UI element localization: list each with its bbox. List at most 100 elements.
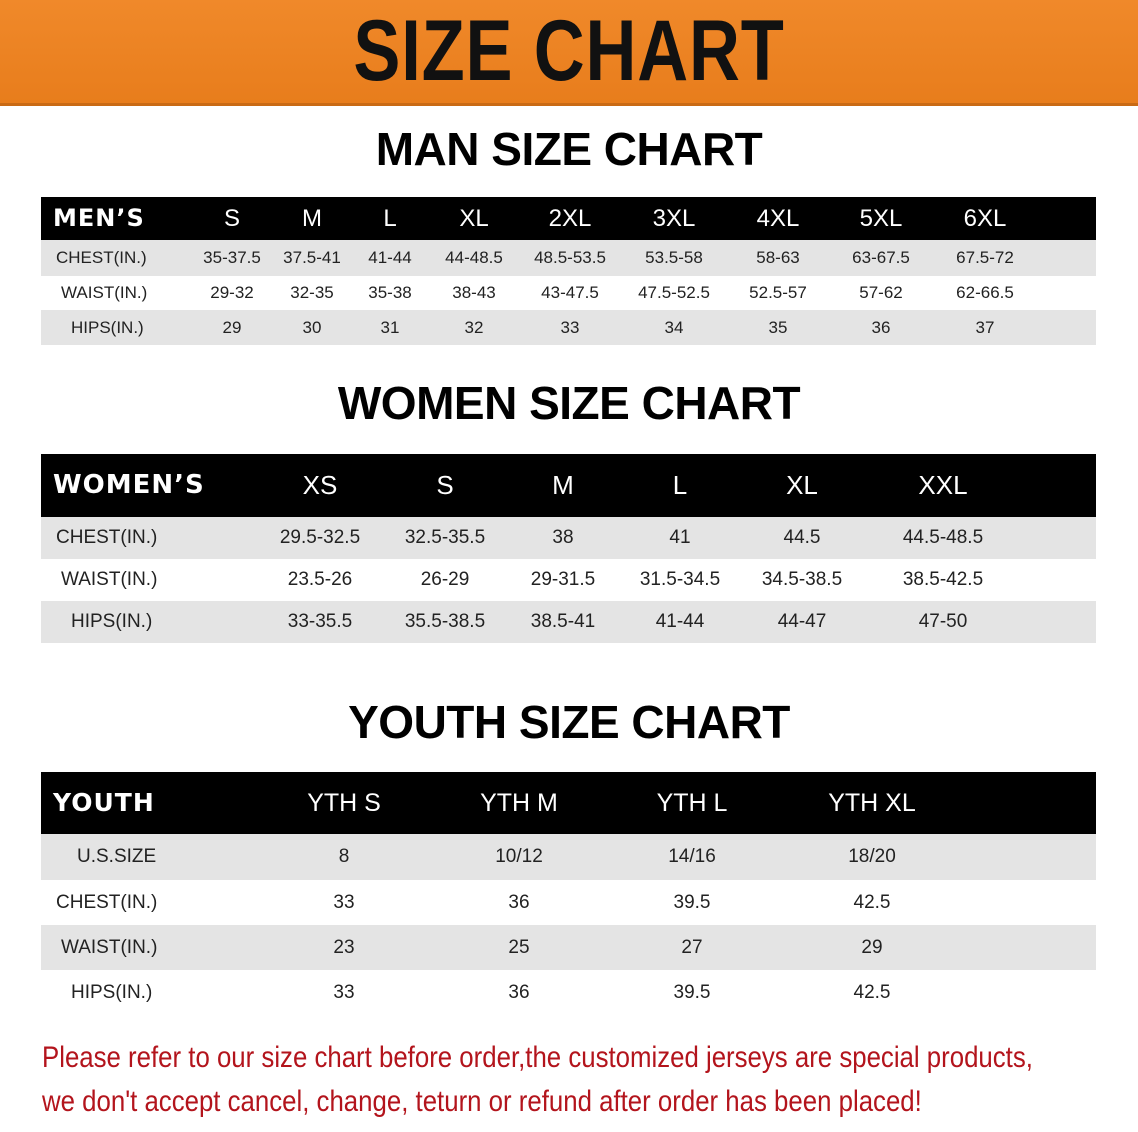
table-cell: 63-67.5 xyxy=(852,248,910,267)
size-header: S xyxy=(436,470,454,500)
size-header: 2XL xyxy=(548,205,592,232)
table-cell: 29.5-32.5 xyxy=(279,527,361,548)
table-cell: 33 xyxy=(333,892,355,913)
table-cell: 44.5-48.5 xyxy=(902,527,984,548)
size-header: 6XL xyxy=(963,205,1007,232)
youth-section-title: YOUTH SIZE CHART xyxy=(348,696,790,748)
table-cell: 41-44 xyxy=(368,248,412,267)
table-cell: 33 xyxy=(560,318,580,337)
table-cell: 67.5-72 xyxy=(956,248,1014,267)
size-header: YTH S xyxy=(307,789,381,817)
table-cell: 38-43 xyxy=(452,283,496,302)
table-row: WAIST(IN.) 29-32 32-35 35-38 38-43 43-47.5 47.… xyxy=(41,276,1096,310)
row-label: WAIST(IN.) xyxy=(61,569,158,590)
table-cell: 44-47 xyxy=(777,611,827,632)
table-cell: 33-35.5 xyxy=(287,611,353,632)
table-cell: 43-47.5 xyxy=(541,283,599,302)
size-header: L xyxy=(672,470,688,500)
row-label: U.S.SIZE xyxy=(77,846,157,867)
table-cell: 48.5-53.5 xyxy=(534,248,606,267)
table-cell: 32 xyxy=(464,318,484,337)
table-cell: 41 xyxy=(669,527,691,548)
table-cell: 37.5-41 xyxy=(283,248,341,267)
table-cell: 44.5 xyxy=(783,527,821,548)
size-header: XS xyxy=(302,470,338,500)
table-cell: 42.5 xyxy=(853,982,891,1003)
row-label: CHEST(IN.) xyxy=(56,527,158,548)
table-cell: 35 xyxy=(768,318,788,337)
size-header: S xyxy=(223,205,241,232)
table-cell: 53.5-58 xyxy=(645,248,703,267)
table-cell: 37 xyxy=(975,318,995,337)
banner-title: SIZE CHART xyxy=(353,3,785,99)
table-cell: 23 xyxy=(333,937,355,958)
table-cell: 36 xyxy=(871,318,891,337)
row-label: HIPS(IN.) xyxy=(71,982,153,1003)
row-label: CHEST(IN.) xyxy=(56,248,147,267)
table-cell: 47.5-52.5 xyxy=(638,283,710,302)
table-row: WAIST(IN.) 23 25 27 29 xyxy=(41,925,1096,970)
table-cell: 57-62 xyxy=(859,283,903,302)
row-label: WAIST(IN.) xyxy=(61,937,158,958)
table-row: CHEST(IN.) 29.5-32.5 32.5-35.5 38 41 44.5 44.5… xyxy=(41,517,1096,559)
table-cell: 30 xyxy=(302,318,322,337)
table-cell: 35-37.5 xyxy=(203,248,261,267)
table-cell: 33 xyxy=(333,982,355,1003)
table-cell: 27 xyxy=(681,937,703,958)
table-cell: 34 xyxy=(664,318,684,337)
men-section-title: MAN SIZE CHART xyxy=(375,123,763,175)
table-cell: 39.5 xyxy=(673,982,711,1003)
table-header: MEN’S S M L XL 2XL 3XL 4XL 5XL 6XL xyxy=(41,197,1096,240)
women-size-table: WOMEN’S XS S M L XL XXL CHEST(IN.) 29.5-32.5 32.5… xyxy=(41,454,1096,643)
size-header: YTH L xyxy=(656,789,728,817)
table-cell: 38.5-41 xyxy=(530,611,596,632)
size-header: XL xyxy=(786,470,818,500)
size-header: XL xyxy=(459,205,489,232)
table-cell: 29 xyxy=(222,318,242,337)
table-cell: 29-32 xyxy=(210,283,254,302)
table-row: HIPS(IN.) 33 36 39.5 42.5 xyxy=(41,970,1096,1015)
size-header: M xyxy=(302,205,322,232)
table-cell: 58-63 xyxy=(756,248,800,267)
size-header: M xyxy=(552,470,574,500)
table-cell: 32-35 xyxy=(290,283,334,302)
size-header: YTH M xyxy=(480,789,558,817)
table-cell: 62-66.5 xyxy=(956,283,1014,302)
table-cell: 31.5-34.5 xyxy=(639,569,721,590)
table-cell: 39.5 xyxy=(673,892,711,913)
header-label: YOUTH xyxy=(53,788,155,817)
notice-line: Please refer to our size chart before or… xyxy=(42,1041,1033,1074)
table-cell: 14/16 xyxy=(668,846,716,867)
row-label: HIPS(IN.) xyxy=(71,318,144,337)
table-cell: 31 xyxy=(380,318,400,337)
size-header: YTH XL xyxy=(828,789,916,817)
size-header: L xyxy=(383,205,397,232)
table-cell: 36 xyxy=(508,892,530,913)
table-cell: 47-50 xyxy=(918,611,968,632)
table-cell: 35-38 xyxy=(368,283,412,302)
table-cell: 29 xyxy=(861,937,883,958)
size-header: 5XL xyxy=(859,205,903,232)
size-chart-banner: SIZE CHART xyxy=(0,0,1138,106)
table-row: HIPS(IN.) 29 30 31 32 33 34 35 36 37 xyxy=(41,310,1096,345)
table-cell: 52.5-57 xyxy=(749,283,807,302)
notice-line: we don't accept cancel, change, teturn o… xyxy=(42,1085,922,1118)
row-label: WAIST(IN.) xyxy=(61,283,148,302)
table-cell: 25 xyxy=(508,937,530,958)
table-row: CHEST(IN.) 35-37.5 37.5-41 41-44 44-48.5 48.5… xyxy=(41,240,1096,276)
row-label: CHEST(IN.) xyxy=(56,892,158,913)
youth-size-table: YOUTH YTH S YTH M YTH L YTH XL U.S.SIZE 8 10/12… xyxy=(41,772,1096,1015)
size-header: 3XL xyxy=(652,205,696,232)
table-cell: 44-48.5 xyxy=(445,248,503,267)
table-cell: 38 xyxy=(552,527,574,548)
order-notice: Please refer to our size chart before or… xyxy=(42,1036,1126,1124)
table-cell: 18/20 xyxy=(848,846,896,867)
header-label: MEN’S xyxy=(53,204,145,232)
table-cell: 10/12 xyxy=(495,846,543,867)
table-cell: 8 xyxy=(338,846,350,867)
size-header: XXL xyxy=(918,470,968,500)
table-cell: 29-31.5 xyxy=(530,569,596,590)
table-row: WAIST(IN.) 23.5-26 26-29 29-31.5 31.5-34.5 34… xyxy=(41,559,1096,601)
table-cell: 26-29 xyxy=(420,569,470,590)
men-size-table: MEN’S S M L XL 2XL 3XL 4XL 5XL 6XL CHEST(IN.) 35-37… xyxy=(41,197,1096,345)
